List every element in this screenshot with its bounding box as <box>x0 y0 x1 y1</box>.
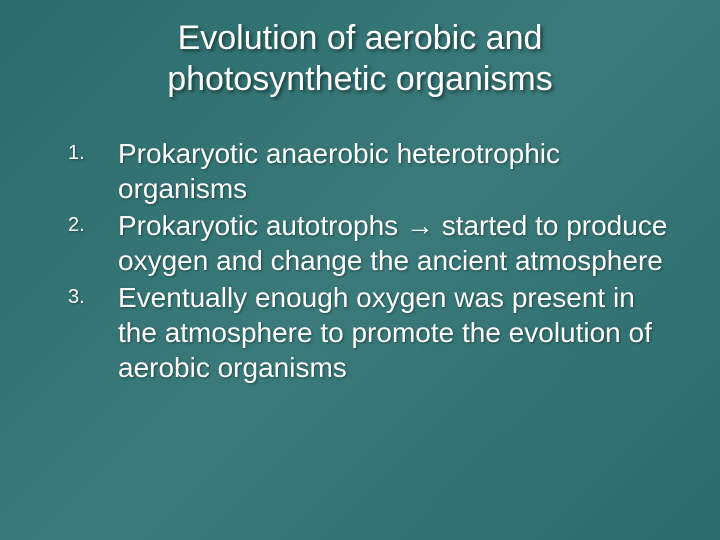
ordered-list: 1. Prokaryotic anaerobic heterotrophic o… <box>48 136 672 385</box>
list-item: 1. Prokaryotic anaerobic heterotrophic o… <box>68 136 672 206</box>
item-text: Prokaryotic anaerobic heterotrophic orga… <box>118 136 672 206</box>
item-text: Eventually enough oxygen was present in … <box>118 280 672 385</box>
item-number: 1. <box>68 136 118 165</box>
item-number: 2. <box>68 208 118 237</box>
item-text: Prokaryotic autotrophs → started to prod… <box>118 208 672 278</box>
slide-title: Evolution of aerobic and photosynthetic … <box>48 18 672 100</box>
list-item: 3. Eventually enough oxygen was present … <box>68 280 672 385</box>
item-number: 3. <box>68 280 118 309</box>
list-item: 2. Prokaryotic autotrophs → started to p… <box>68 208 672 278</box>
slide-container: Evolution of aerobic and photosynthetic … <box>0 0 720 540</box>
